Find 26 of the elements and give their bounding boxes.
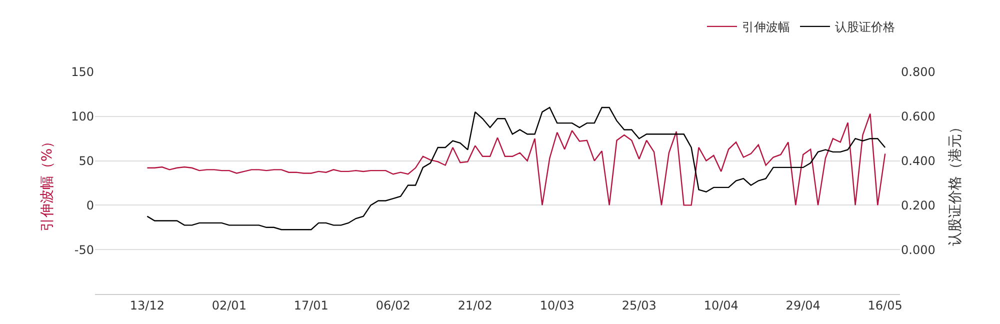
y2-axis-title: 认股证价格（港元） (948, 120, 964, 246)
x-tick-label: 10/04 (704, 298, 738, 312)
y-axis-title: 引伸波幅（%） (40, 134, 56, 232)
x-tick-label: 29/04 (786, 298, 820, 312)
x-tick-label: 21/02 (458, 298, 492, 312)
y-tick-label: 0 (86, 198, 94, 212)
legend-label: 认股证价格 (835, 20, 895, 34)
y2-tick-label: 0.800 (901, 65, 936, 80)
x-tick-label: 10/03 (540, 298, 574, 312)
y-tick-label: 50 (78, 154, 94, 168)
y-tick-label: 150 (71, 65, 94, 80)
y-tick-label: -50 (74, 242, 94, 257)
x-tick-label: 16/05 (868, 298, 902, 312)
x-tick-label: 06/02 (376, 298, 410, 312)
x-tick-label: 25/03 (622, 298, 656, 312)
y2-tick-label: 0.600 (901, 110, 936, 124)
y2-tick-label: 0.200 (901, 198, 936, 212)
legend-label: 引伸波幅 (742, 20, 790, 34)
x-tick-label: 17/01 (294, 298, 328, 312)
line-series (146, 106, 886, 230)
y2-tick-label: 0.000 (901, 242, 936, 257)
x-tick-label: 13/12 (130, 298, 164, 312)
y2-tick-label: 0.400 (901, 154, 936, 168)
line-series (146, 113, 886, 206)
x-tick-label: 02/01 (212, 298, 246, 312)
y-tick-label: 100 (71, 110, 94, 124)
